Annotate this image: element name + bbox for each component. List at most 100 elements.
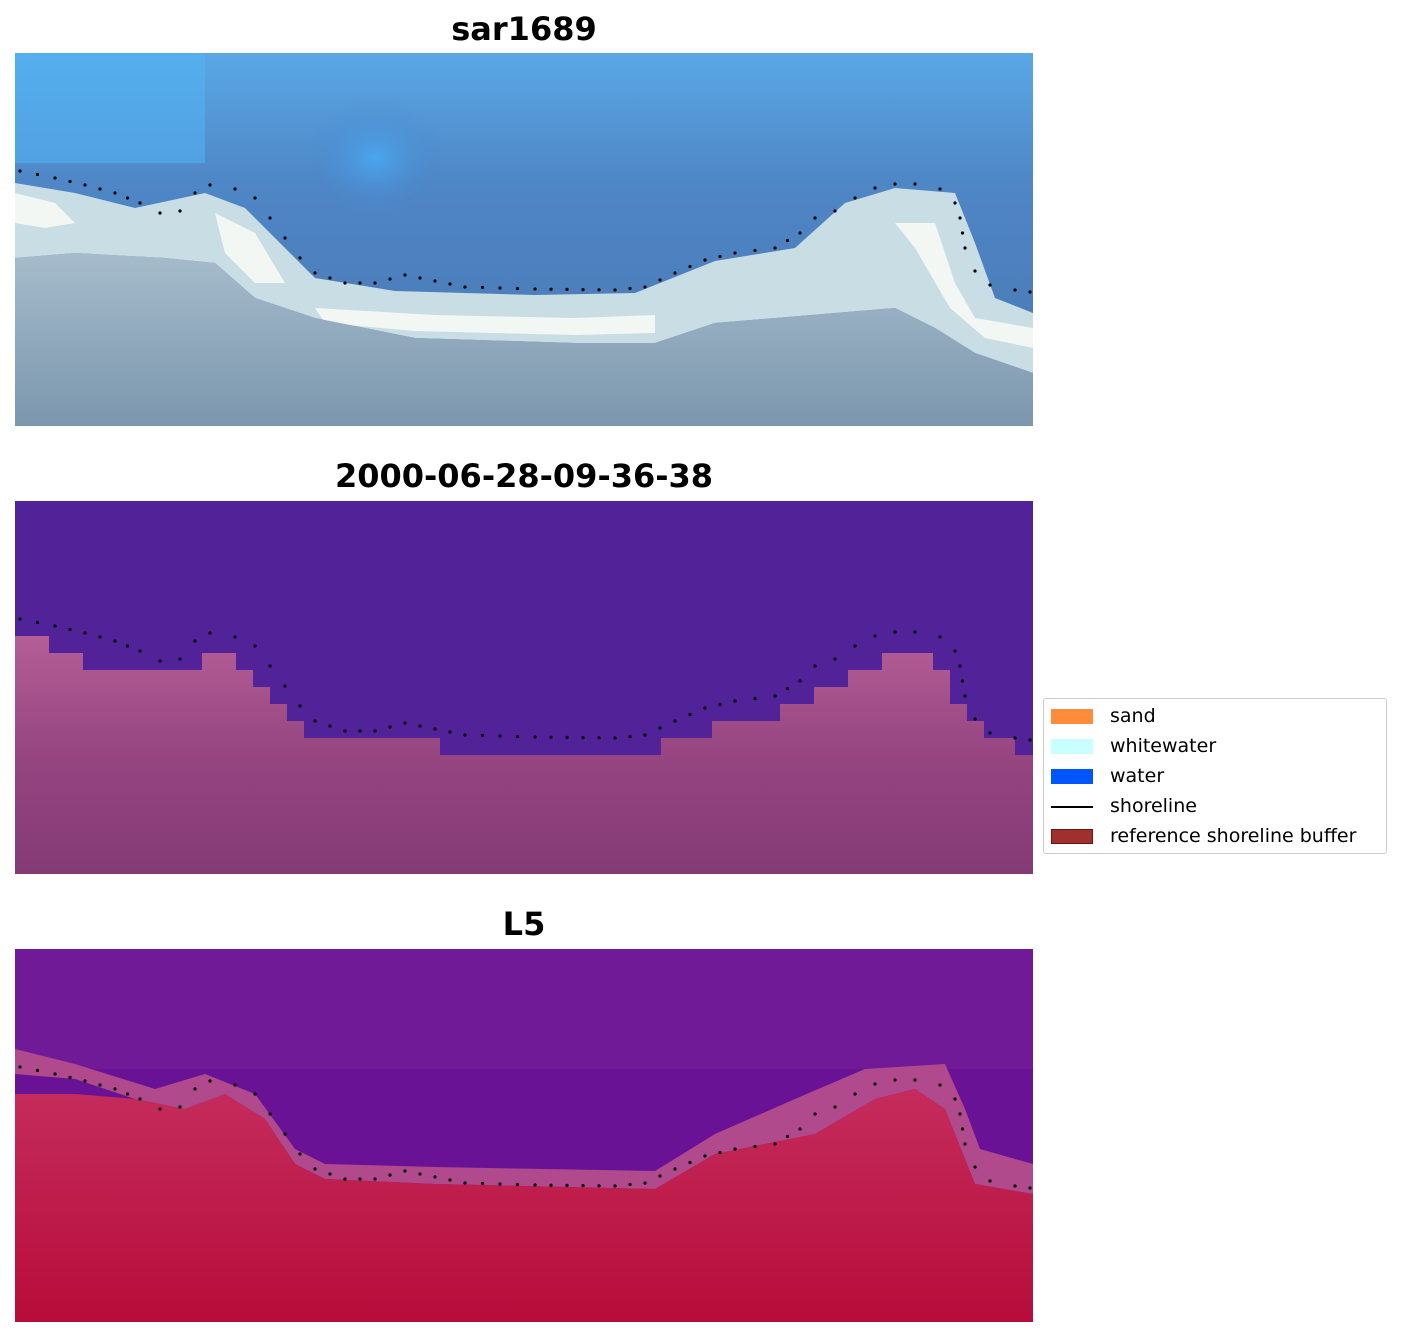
legend-label-buffer: reference shoreline buffer	[1110, 825, 1357, 847]
shoreline-dot	[549, 287, 553, 291]
shoreline-dot	[83, 183, 87, 187]
shoreline-dot	[873, 1082, 877, 1086]
panel-title-rgb: sar1689	[451, 10, 597, 48]
shoreline-dot	[83, 631, 87, 635]
shoreline-dot	[463, 733, 467, 737]
rgb-blue-patch	[305, 98, 445, 218]
rgb-image	[15, 53, 1033, 426]
shoreline-dot	[298, 256, 302, 260]
shoreline-dot	[953, 201, 957, 205]
shoreline-dot	[958, 216, 962, 220]
shoreline-dot	[373, 729, 377, 733]
shoreline-dot	[158, 211, 162, 215]
shoreline-dot	[913, 630, 917, 634]
shoreline-dot	[973, 269, 977, 273]
shoreline-dot	[253, 1092, 257, 1096]
whitewater-swatch	[1051, 738, 1093, 754]
shoreline-dot	[113, 639, 117, 643]
shoreline-dot	[533, 1183, 537, 1187]
shoreline-dot	[298, 704, 302, 708]
shoreline-dot	[753, 248, 757, 253]
rgb-white-foam	[15, 193, 1033, 348]
shoreline-dot	[68, 627, 72, 632]
shoreline-dot	[733, 1147, 737, 1151]
shoreline-dot	[113, 191, 117, 195]
shoreline-dot	[813, 216, 817, 220]
legend-label-shoreline: shoreline	[1110, 795, 1197, 817]
rgb-land-area	[15, 253, 1033, 426]
panel-title-index: L5	[502, 905, 546, 943]
shoreline-dot	[703, 1154, 707, 1158]
shoreline-dot	[1013, 736, 1017, 740]
water-swatch	[1051, 768, 1093, 784]
shoreline-dot	[565, 1183, 569, 1187]
shoreline-dot	[549, 735, 553, 739]
shoreline-dot	[893, 630, 897, 634]
shoreline-dot	[597, 1184, 601, 1188]
shoreline-dot	[533, 735, 537, 739]
shoreline-dot	[873, 186, 877, 190]
legend-label-sand: sand	[1110, 705, 1156, 727]
shoreline-dot	[628, 286, 632, 291]
shoreline-dot	[773, 246, 777, 250]
shoreline-dot	[673, 719, 677, 723]
shoreline-dot	[988, 1179, 992, 1183]
shoreline-dot	[328, 1172, 332, 1176]
shoreline-dot	[688, 1160, 692, 1165]
shoreline-dot	[403, 273, 407, 277]
shoreline-dot	[233, 187, 237, 191]
shoreline-dot	[703, 258, 707, 262]
shoreline-dot	[963, 694, 967, 698]
shoreline-dot	[963, 1142, 967, 1146]
classified-land-area	[15, 636, 1033, 874]
index-image-panel	[15, 949, 1033, 1322]
shoreline-dot	[433, 727, 437, 731]
shoreline-dot	[733, 251, 737, 255]
shoreline-dot	[98, 635, 102, 639]
shoreline-dot	[388, 725, 392, 729]
shoreline-dot	[388, 277, 392, 281]
shoreline-dot	[773, 694, 777, 698]
shoreline-dot	[388, 1173, 392, 1177]
shoreline-dot	[960, 679, 965, 683]
shoreline-dot	[643, 733, 647, 737]
legend-item-sand: sand	[1051, 705, 1156, 727]
shoreline-dot	[268, 1112, 272, 1116]
shoreline-dot	[358, 281, 362, 285]
shoreline-dot	[753, 696, 757, 701]
buffer-swatch	[1051, 828, 1093, 844]
shoreline-dot	[193, 639, 197, 643]
sand-swatch	[1051, 708, 1093, 724]
shoreline-dot	[418, 724, 422, 728]
shoreline-dot	[358, 729, 362, 733]
shoreline-dot	[98, 187, 102, 191]
shoreline-dot	[853, 644, 857, 648]
shoreline-dot	[1013, 288, 1017, 292]
shoreline-dot	[913, 182, 917, 186]
legend-label-whitewater: whitewater	[1110, 735, 1217, 757]
shoreline-dot	[373, 281, 377, 285]
shoreline-dot	[138, 1097, 142, 1101]
shoreline-dot	[658, 726, 662, 730]
shoreline-dot	[233, 635, 237, 639]
shoreline-dot	[193, 1087, 197, 1091]
shoreline-dot	[773, 1142, 777, 1146]
shoreline-dot	[958, 664, 962, 668]
shoreline-dot	[498, 1182, 502, 1186]
shoreline-dot	[125, 1092, 130, 1096]
shoreline-dot	[733, 699, 737, 703]
shoreline-dot	[718, 702, 722, 707]
shoreline-dot	[613, 288, 617, 292]
shoreline-dot	[433, 1175, 437, 1179]
shoreline-dot	[813, 1112, 817, 1116]
shoreline-dot	[233, 1083, 237, 1087]
legend-item-shoreline: shoreline	[1051, 795, 1197, 817]
index-water-tint	[15, 949, 1033, 1069]
shoreline-dot	[613, 1184, 617, 1188]
shoreline-dot	[418, 1172, 422, 1176]
classified-image-panel	[15, 501, 1033, 874]
shoreline-dot	[498, 734, 502, 738]
shoreline-dot	[853, 196, 857, 200]
shoreline-dot	[68, 1075, 72, 1080]
shoreline-dot	[988, 731, 992, 735]
